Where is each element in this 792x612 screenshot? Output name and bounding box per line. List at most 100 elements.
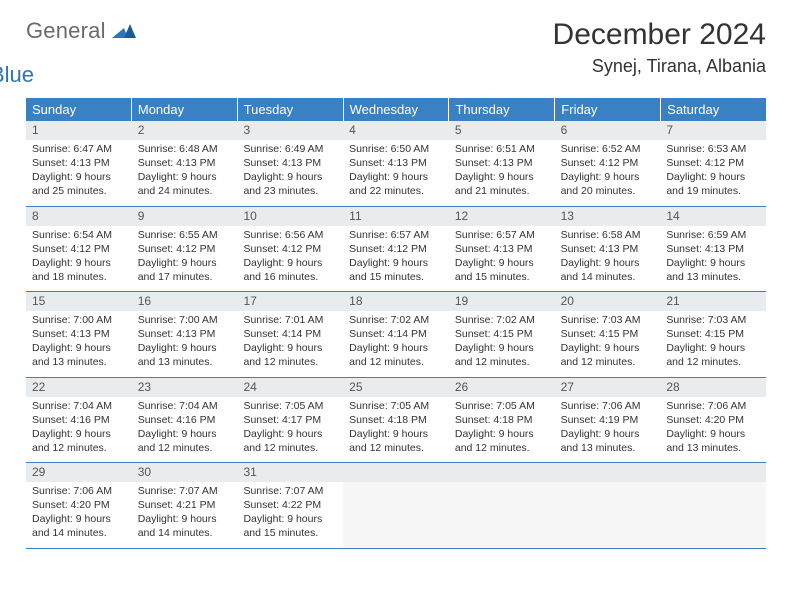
day-body: Sunrise: 6:58 AMSunset: 4:13 PMDaylight:… (555, 226, 661, 292)
day-cell: 8Sunrise: 6:54 AMSunset: 4:12 PMDaylight… (26, 207, 132, 292)
daylight-text: Daylight: 9 hours (243, 257, 337, 270)
sunrise-text: Sunrise: 6:55 AM (138, 229, 232, 242)
top-row: General Blue December 2024 Synej, Tirana… (26, 18, 766, 88)
daylight-text: Daylight: 9 hours (138, 428, 232, 441)
logo-text-gray: General (26, 18, 106, 44)
sunset-text: Sunset: 4:13 PM (349, 157, 443, 170)
day-number: 11 (343, 207, 449, 226)
daylight-text: and 13 minutes. (666, 271, 760, 284)
daylight-text: Daylight: 9 hours (561, 428, 655, 441)
day-cell: 9Sunrise: 6:55 AMSunset: 4:12 PMDaylight… (132, 207, 238, 292)
sunset-text: Sunset: 4:14 PM (243, 328, 337, 341)
daylight-text: and 12 minutes. (455, 442, 549, 455)
week-row: 29Sunrise: 7:06 AMSunset: 4:20 PMDayligh… (26, 463, 766, 549)
daylight-text: Daylight: 9 hours (455, 428, 549, 441)
weekday-header: Thursday (449, 98, 555, 121)
weekday-header: Tuesday (238, 98, 344, 121)
day-body: Sunrise: 6:57 AMSunset: 4:12 PMDaylight:… (343, 226, 449, 292)
daylight-text: and 12 minutes. (32, 442, 126, 455)
sunset-text: Sunset: 4:12 PM (561, 157, 655, 170)
daylight-text: and 12 minutes. (455, 356, 549, 369)
daylight-text: Daylight: 9 hours (243, 513, 337, 526)
day-number: 25 (343, 378, 449, 397)
day-cell: 14Sunrise: 6:59 AMSunset: 4:13 PMDayligh… (660, 207, 766, 292)
day-body: Sunrise: 6:52 AMSunset: 4:12 PMDaylight:… (555, 140, 661, 206)
day-number: 19 (449, 292, 555, 311)
day-number: 17 (237, 292, 343, 311)
daylight-text: Daylight: 9 hours (349, 428, 443, 441)
day-cell: 31Sunrise: 7:07 AMSunset: 4:22 PMDayligh… (237, 463, 343, 548)
sunrise-text: Sunrise: 7:04 AM (32, 400, 126, 413)
sunset-text: Sunset: 4:12 PM (666, 157, 760, 170)
day-cell: 24Sunrise: 7:05 AMSunset: 4:17 PMDayligh… (237, 378, 343, 463)
day-number: 6 (555, 121, 661, 140)
daylight-text: Daylight: 9 hours (243, 342, 337, 355)
sunrise-text: Sunrise: 7:05 AM (349, 400, 443, 413)
logo-text-blue: Blue (0, 62, 34, 88)
daylight-text: and 21 minutes. (455, 185, 549, 198)
empty-day-cell (555, 463, 661, 548)
day-number: 20 (555, 292, 661, 311)
calendar: SundayMondayTuesdayWednesdayThursdayFrid… (26, 98, 766, 549)
day-body: Sunrise: 6:48 AMSunset: 4:13 PMDaylight:… (132, 140, 238, 206)
day-body: Sunrise: 7:03 AMSunset: 4:15 PMDaylight:… (555, 311, 661, 377)
daylight-text: and 16 minutes. (243, 271, 337, 284)
day-body: Sunrise: 6:53 AMSunset: 4:12 PMDaylight:… (660, 140, 766, 206)
day-body: Sunrise: 6:51 AMSunset: 4:13 PMDaylight:… (449, 140, 555, 206)
day-number: 4 (343, 121, 449, 140)
day-cell: 10Sunrise: 6:56 AMSunset: 4:12 PMDayligh… (237, 207, 343, 292)
sunrise-text: Sunrise: 6:57 AM (349, 229, 443, 242)
sunset-text: Sunset: 4:12 PM (243, 243, 337, 256)
daylight-text: and 13 minutes. (32, 356, 126, 369)
daylight-text: and 13 minutes. (138, 356, 232, 369)
day-body: Sunrise: 6:59 AMSunset: 4:13 PMDaylight:… (660, 226, 766, 292)
daylight-text: Daylight: 9 hours (138, 171, 232, 184)
day-body: Sunrise: 7:01 AMSunset: 4:14 PMDaylight:… (237, 311, 343, 377)
daylight-text: Daylight: 9 hours (666, 342, 760, 355)
weekday-header: Sunday (26, 98, 132, 121)
daylight-text: Daylight: 9 hours (138, 513, 232, 526)
daylight-text: Daylight: 9 hours (666, 257, 760, 270)
day-cell: 15Sunrise: 7:00 AMSunset: 4:13 PMDayligh… (26, 292, 132, 377)
day-number: 10 (237, 207, 343, 226)
day-body: Sunrise: 6:55 AMSunset: 4:12 PMDaylight:… (132, 226, 238, 292)
day-cell: 18Sunrise: 7:02 AMSunset: 4:14 PMDayligh… (343, 292, 449, 377)
sunrise-text: Sunrise: 7:00 AM (32, 314, 126, 327)
sunset-text: Sunset: 4:19 PM (561, 414, 655, 427)
day-number: 9 (132, 207, 238, 226)
day-number: 27 (555, 378, 661, 397)
day-cell: 4Sunrise: 6:50 AMSunset: 4:13 PMDaylight… (343, 121, 449, 206)
sunrise-text: Sunrise: 6:49 AM (243, 143, 337, 156)
daylight-text: Daylight: 9 hours (138, 257, 232, 270)
daylight-text: Daylight: 9 hours (243, 171, 337, 184)
week-row: 8Sunrise: 6:54 AMSunset: 4:12 PMDaylight… (26, 207, 766, 293)
daylight-text: and 18 minutes. (32, 271, 126, 284)
daylight-text: and 24 minutes. (138, 185, 232, 198)
daylight-text: and 14 minutes. (32, 527, 126, 540)
day-number: 23 (132, 378, 238, 397)
day-body: Sunrise: 7:05 AMSunset: 4:18 PMDaylight:… (343, 397, 449, 463)
weekday-header-row: SundayMondayTuesdayWednesdayThursdayFrid… (26, 98, 766, 121)
day-cell: 21Sunrise: 7:03 AMSunset: 4:15 PMDayligh… (660, 292, 766, 377)
day-number: 1 (26, 121, 132, 140)
daylight-text: Daylight: 9 hours (243, 428, 337, 441)
day-number: 30 (132, 463, 238, 482)
day-number: 26 (449, 378, 555, 397)
week-row: 1Sunrise: 6:47 AMSunset: 4:13 PMDaylight… (26, 121, 766, 207)
sunrise-text: Sunrise: 6:57 AM (455, 229, 549, 242)
sunset-text: Sunset: 4:18 PM (455, 414, 549, 427)
sunset-text: Sunset: 4:13 PM (455, 243, 549, 256)
weeks-container: 1Sunrise: 6:47 AMSunset: 4:13 PMDaylight… (26, 121, 766, 549)
sunrise-text: Sunrise: 7:01 AM (243, 314, 337, 327)
daylight-text: and 15 minutes. (243, 527, 337, 540)
sunrise-text: Sunrise: 7:07 AM (138, 485, 232, 498)
daylight-text: Daylight: 9 hours (32, 342, 126, 355)
day-number: 16 (132, 292, 238, 311)
day-number: 13 (555, 207, 661, 226)
sunset-text: Sunset: 4:13 PM (666, 243, 760, 256)
sunset-text: Sunset: 4:13 PM (138, 328, 232, 341)
day-number: 8 (26, 207, 132, 226)
daylight-text: and 15 minutes. (349, 271, 443, 284)
day-number: 21 (660, 292, 766, 311)
daylight-text: and 12 minutes. (561, 356, 655, 369)
